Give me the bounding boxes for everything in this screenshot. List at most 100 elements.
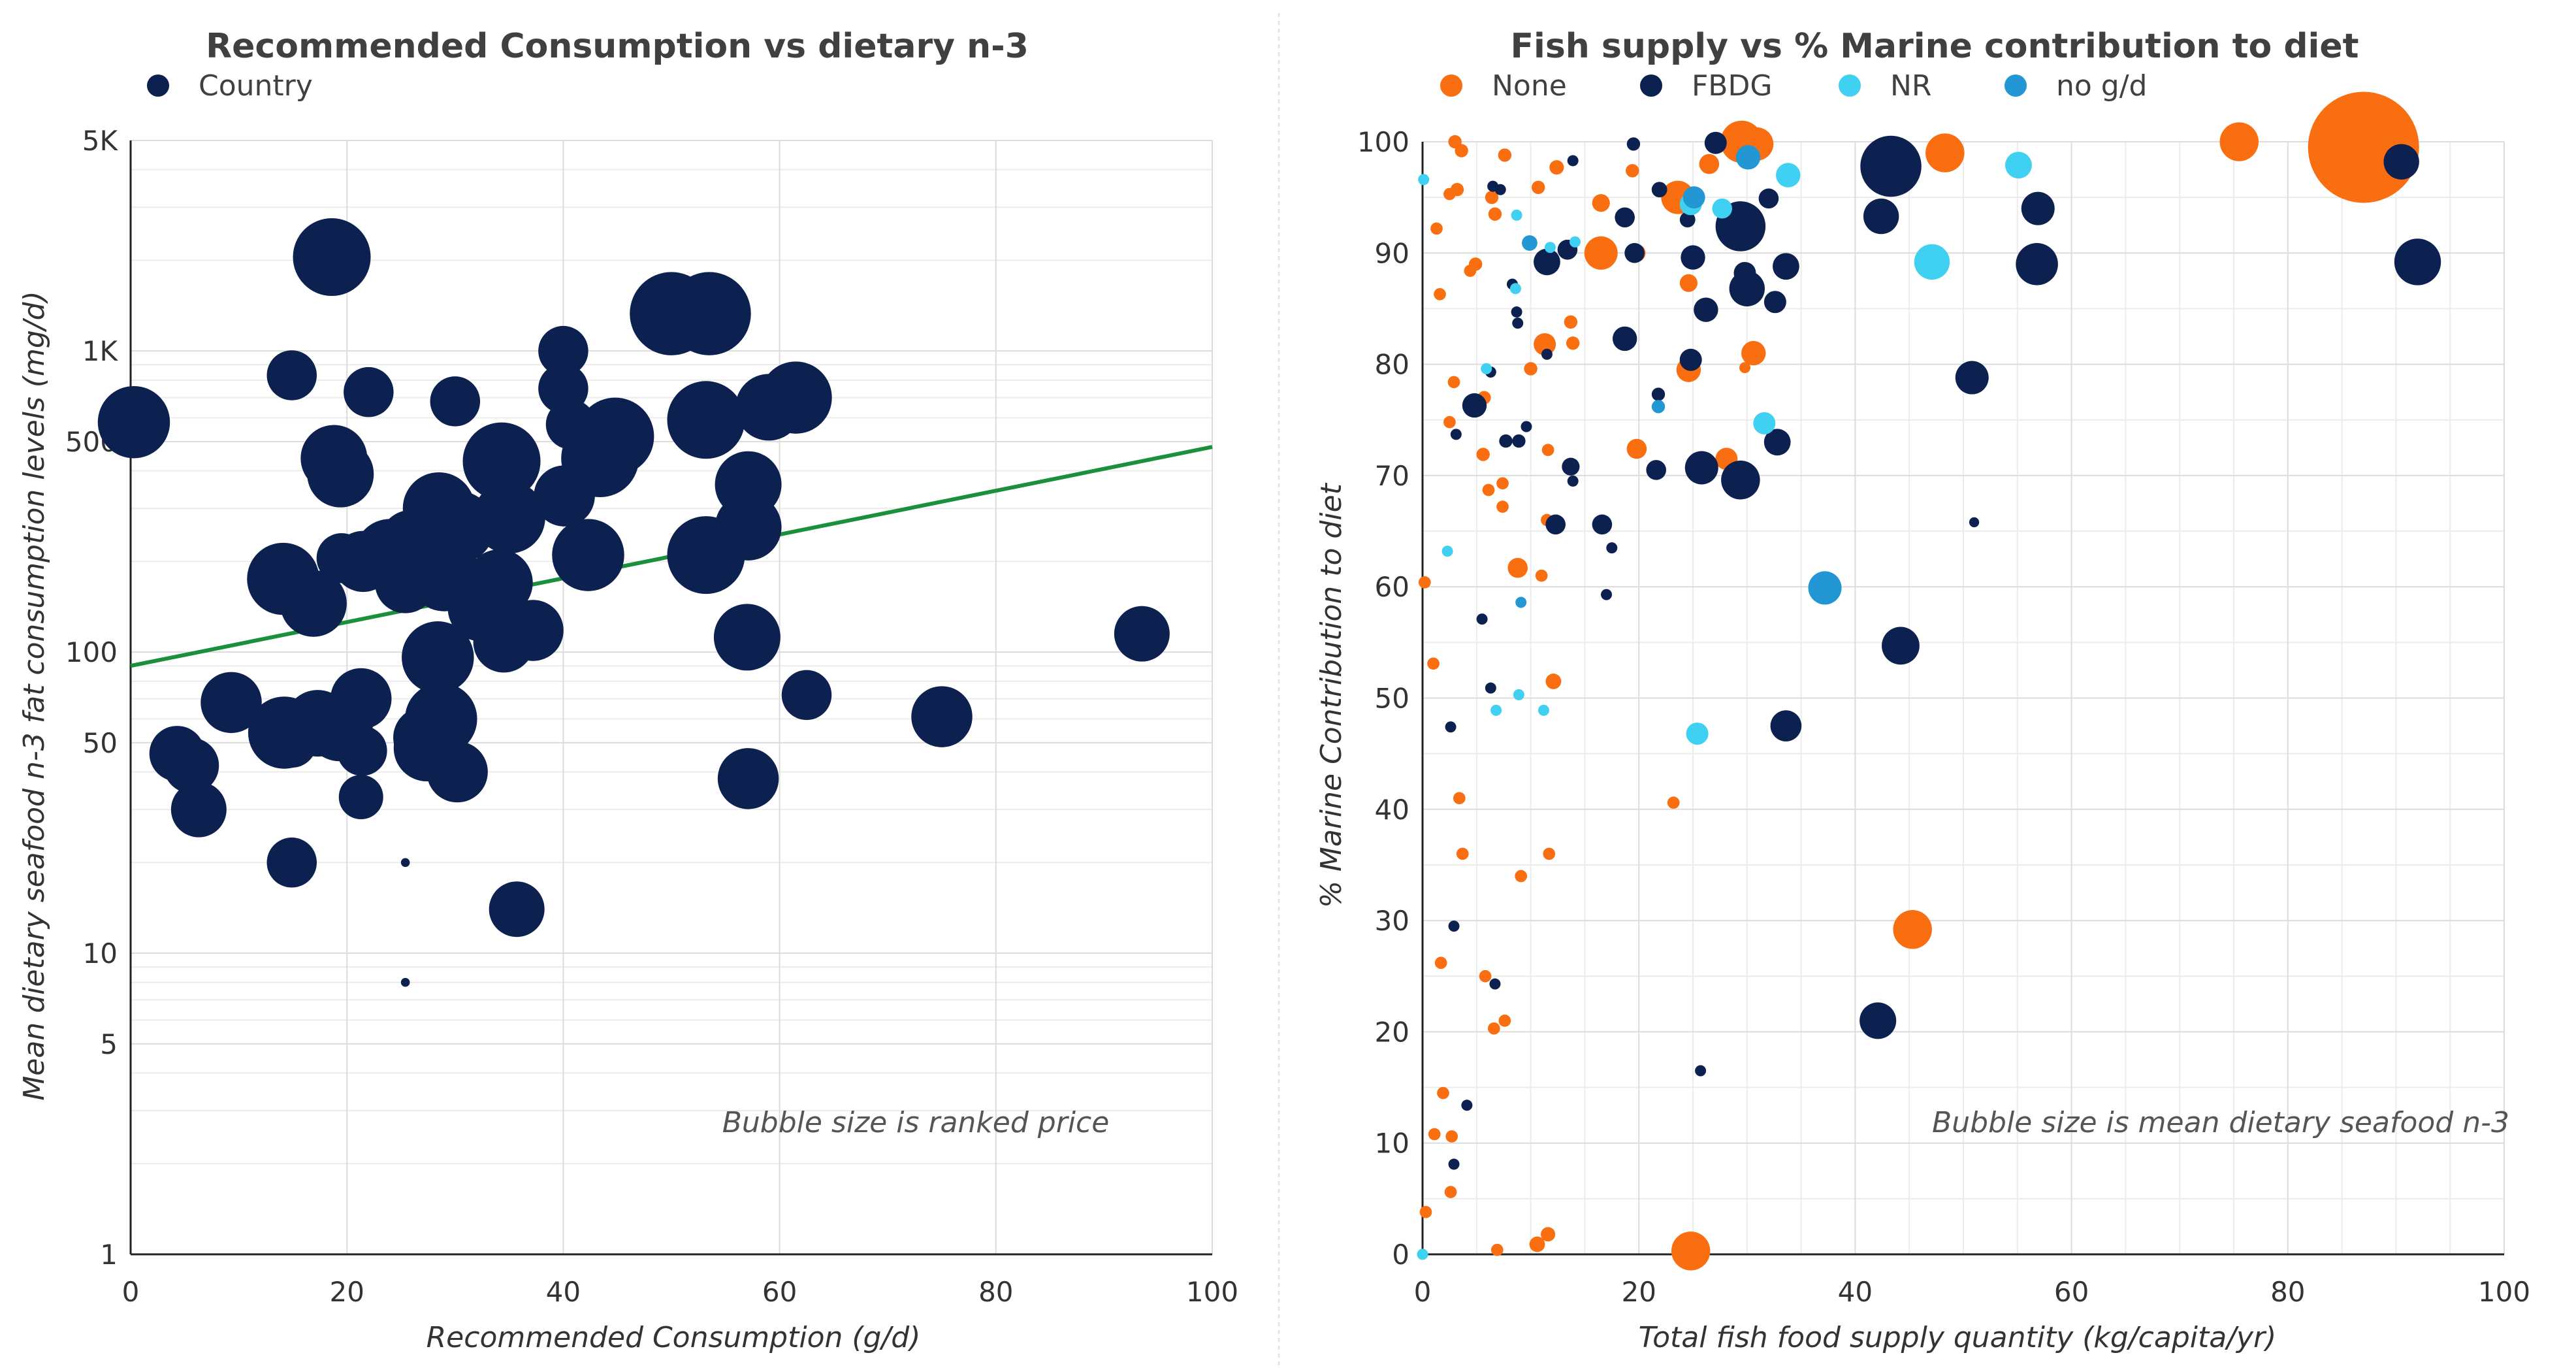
data-point (1651, 387, 1666, 401)
data-point (400, 858, 410, 868)
data-point (1490, 704, 1502, 716)
data-point (1511, 306, 1522, 318)
data-point (489, 881, 545, 937)
x-tick-label: 60 (2054, 1276, 2089, 1308)
data-point (1955, 361, 1989, 395)
x-tick-label: 40 (546, 1276, 581, 1308)
data-point (1498, 148, 1512, 162)
y-tick-label: 50 (1375, 683, 1409, 715)
data-point (1529, 1236, 1545, 1252)
data-point (1496, 477, 1509, 490)
data-point (1538, 704, 1549, 716)
data-point (1566, 336, 1580, 350)
data-point (534, 465, 595, 527)
data-point (552, 519, 624, 591)
data-point (430, 376, 481, 427)
data-point (668, 272, 751, 355)
data-point (1496, 500, 1509, 513)
data-point (1464, 265, 1477, 277)
data-point (1489, 978, 1501, 990)
data-point (1544, 242, 1556, 253)
data-point (1499, 434, 1513, 448)
data-point (715, 451, 782, 518)
data-point (293, 218, 371, 296)
data-point (1776, 163, 1801, 187)
chart-fish-supply-vs-marine: Fish supply vs % Marine contribution to … (1315, 27, 2530, 1354)
data-point (1444, 1186, 1457, 1198)
data-point (1615, 207, 1635, 228)
data-point (1443, 415, 1456, 429)
data-point (2021, 191, 2055, 225)
legend: Country (147, 69, 313, 103)
data-point (1679, 212, 1696, 228)
data-point (1925, 133, 1965, 172)
data-point (170, 781, 227, 838)
data-point (1733, 261, 1756, 284)
data-point (2005, 152, 2032, 179)
legend-marker (1839, 74, 1861, 97)
axes: 0 20 40 60 80 100 0 10 20 30 40 50 60 70 80 90 100 (1357, 126, 2530, 1308)
data-point (1507, 557, 1528, 578)
data-point (1704, 131, 1727, 154)
legend: None FBDG NR no g/d (1440, 69, 2147, 103)
data-point (1601, 589, 1613, 600)
data-point (1524, 362, 1538, 376)
data-point (911, 686, 973, 747)
chart-title: Recommended Consumption vs dietary n-3 (206, 27, 1029, 66)
data-point (1456, 847, 1469, 860)
x-tick-label: 100 (1186, 1276, 1238, 1308)
data-point (1549, 160, 1564, 175)
data-point (1592, 514, 1613, 535)
data-point (1739, 362, 1750, 374)
data-point (1735, 145, 1761, 170)
x-tick-label: 40 (1838, 1276, 1873, 1308)
data-point (781, 670, 832, 721)
data-point (1476, 448, 1490, 461)
data-point (1427, 657, 1440, 670)
data-point (1443, 187, 1456, 201)
data-point (1419, 1205, 1432, 1218)
y-tick-label: 5K (82, 125, 119, 157)
data-point (266, 838, 317, 888)
data-point (337, 726, 387, 776)
data-point (1428, 1128, 1441, 1141)
data-point (1545, 674, 1562, 689)
legend-label: NR (1890, 69, 1932, 103)
data-point (1569, 236, 1581, 248)
data-point (1773, 253, 1799, 280)
y-tick-label: 5 (100, 1028, 118, 1060)
data-point (280, 570, 347, 637)
data-point (473, 611, 535, 673)
data-point (1515, 596, 1527, 608)
data-point (1512, 318, 1524, 329)
data-point (1417, 1248, 1428, 1260)
bubble-size-note: Bubble size is mean dietary seafood n-3 (1932, 1106, 2509, 1139)
data-point (1758, 188, 1779, 209)
data-point (1441, 546, 1453, 557)
data-point (1646, 460, 1666, 480)
data-point (1763, 429, 1791, 456)
x-tick-label: 20 (1621, 1276, 1656, 1308)
data-point (1969, 517, 1980, 528)
data-point (1667, 796, 1680, 809)
data-point (1694, 297, 1718, 322)
x-tick-label: 80 (2270, 1276, 2305, 1308)
legend-marker (2004, 74, 2027, 97)
chart-title: Fish supply vs % Marine contribution to … (1510, 27, 2359, 66)
data-point (1453, 792, 1466, 805)
data-point (667, 381, 745, 459)
y-tick-label: 80 (1375, 349, 1409, 381)
data-point (760, 361, 832, 434)
data-point (402, 621, 474, 694)
y-tick-label: 100 (65, 636, 118, 668)
data-point (1541, 444, 1554, 457)
data-point (1462, 393, 1487, 418)
data-point (1418, 576, 1431, 589)
y-axis-label: Mean dietary seafood n-3 fat consumption… (18, 291, 51, 1100)
bubbles (1417, 91, 2441, 1271)
data-point (1860, 135, 1922, 197)
data-point (1455, 144, 1468, 157)
data-point (1482, 483, 1495, 497)
data-point (2394, 238, 2441, 285)
